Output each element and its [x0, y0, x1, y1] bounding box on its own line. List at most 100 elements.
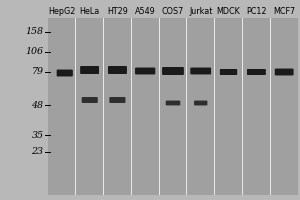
FancyBboxPatch shape — [135, 68, 155, 74]
FancyBboxPatch shape — [82, 97, 98, 103]
FancyBboxPatch shape — [57, 70, 72, 76]
FancyBboxPatch shape — [247, 69, 266, 75]
Bar — [103, 18, 131, 195]
Bar — [186, 18, 187, 195]
Bar — [159, 18, 187, 195]
FancyBboxPatch shape — [164, 68, 183, 74]
FancyBboxPatch shape — [136, 68, 154, 74]
FancyBboxPatch shape — [163, 67, 184, 75]
Text: 35: 35 — [32, 131, 44, 140]
FancyBboxPatch shape — [220, 69, 236, 75]
FancyBboxPatch shape — [191, 68, 210, 74]
FancyBboxPatch shape — [81, 67, 98, 73]
FancyBboxPatch shape — [164, 68, 182, 74]
Text: MCF7: MCF7 — [273, 7, 295, 16]
FancyBboxPatch shape — [166, 101, 180, 105]
FancyBboxPatch shape — [136, 68, 154, 74]
Bar — [215, 18, 242, 195]
FancyBboxPatch shape — [221, 69, 236, 75]
FancyBboxPatch shape — [57, 70, 73, 76]
FancyBboxPatch shape — [247, 69, 266, 75]
FancyBboxPatch shape — [163, 67, 183, 75]
Text: COS7: COS7 — [162, 7, 184, 16]
FancyBboxPatch shape — [221, 70, 236, 74]
FancyBboxPatch shape — [276, 69, 293, 75]
FancyBboxPatch shape — [195, 101, 207, 105]
FancyBboxPatch shape — [194, 101, 207, 105]
Text: 79: 79 — [32, 68, 44, 76]
Text: PC12: PC12 — [246, 7, 267, 16]
FancyBboxPatch shape — [248, 69, 265, 75]
FancyBboxPatch shape — [109, 67, 126, 73]
FancyBboxPatch shape — [109, 67, 126, 73]
FancyBboxPatch shape — [109, 66, 126, 74]
FancyBboxPatch shape — [57, 70, 72, 76]
FancyBboxPatch shape — [191, 68, 210, 74]
FancyBboxPatch shape — [58, 70, 72, 76]
FancyBboxPatch shape — [57, 70, 72, 76]
FancyBboxPatch shape — [248, 69, 265, 75]
FancyBboxPatch shape — [275, 69, 293, 75]
FancyBboxPatch shape — [81, 66, 99, 74]
Bar — [48, 18, 76, 195]
FancyBboxPatch shape — [80, 66, 99, 74]
FancyBboxPatch shape — [163, 67, 183, 75]
FancyBboxPatch shape — [192, 68, 210, 74]
FancyBboxPatch shape — [110, 97, 125, 103]
FancyBboxPatch shape — [82, 97, 97, 103]
Bar — [242, 18, 270, 195]
FancyBboxPatch shape — [248, 70, 264, 74]
FancyBboxPatch shape — [220, 69, 237, 75]
Text: 158: 158 — [26, 27, 44, 36]
FancyBboxPatch shape — [57, 70, 72, 76]
FancyBboxPatch shape — [82, 97, 97, 103]
FancyBboxPatch shape — [58, 70, 71, 76]
FancyBboxPatch shape — [58, 70, 72, 76]
FancyBboxPatch shape — [136, 68, 155, 74]
Bar — [242, 18, 243, 195]
FancyBboxPatch shape — [248, 69, 265, 75]
FancyBboxPatch shape — [276, 69, 292, 75]
Bar — [75, 18, 76, 195]
FancyBboxPatch shape — [195, 101, 207, 105]
FancyBboxPatch shape — [135, 68, 155, 74]
FancyBboxPatch shape — [108, 66, 127, 74]
FancyBboxPatch shape — [136, 68, 154, 74]
FancyBboxPatch shape — [110, 97, 124, 103]
Bar — [48, 18, 298, 195]
FancyBboxPatch shape — [248, 69, 265, 75]
Bar — [214, 18, 215, 195]
FancyBboxPatch shape — [191, 68, 211, 74]
FancyBboxPatch shape — [82, 67, 98, 73]
FancyBboxPatch shape — [167, 101, 179, 105]
Bar — [270, 18, 298, 195]
Text: Jurkat: Jurkat — [189, 7, 212, 16]
FancyBboxPatch shape — [110, 97, 125, 103]
FancyBboxPatch shape — [195, 101, 207, 105]
FancyBboxPatch shape — [163, 67, 183, 75]
FancyBboxPatch shape — [166, 101, 180, 105]
FancyBboxPatch shape — [194, 101, 207, 105]
FancyBboxPatch shape — [136, 68, 154, 74]
FancyBboxPatch shape — [164, 68, 182, 74]
FancyBboxPatch shape — [276, 69, 292, 75]
FancyBboxPatch shape — [109, 66, 126, 74]
FancyBboxPatch shape — [194, 101, 207, 105]
FancyBboxPatch shape — [108, 66, 127, 74]
Text: 106: 106 — [26, 47, 44, 56]
FancyBboxPatch shape — [248, 69, 265, 75]
FancyBboxPatch shape — [220, 69, 237, 75]
FancyBboxPatch shape — [82, 97, 97, 103]
FancyBboxPatch shape — [275, 69, 293, 75]
FancyBboxPatch shape — [166, 101, 180, 105]
FancyBboxPatch shape — [81, 66, 98, 74]
FancyBboxPatch shape — [166, 101, 180, 105]
FancyBboxPatch shape — [82, 97, 98, 103]
FancyBboxPatch shape — [190, 68, 211, 74]
FancyBboxPatch shape — [82, 97, 97, 103]
Text: 23: 23 — [32, 148, 44, 156]
FancyBboxPatch shape — [220, 69, 237, 75]
Bar — [103, 18, 104, 195]
FancyBboxPatch shape — [275, 69, 293, 75]
FancyBboxPatch shape — [220, 69, 237, 75]
